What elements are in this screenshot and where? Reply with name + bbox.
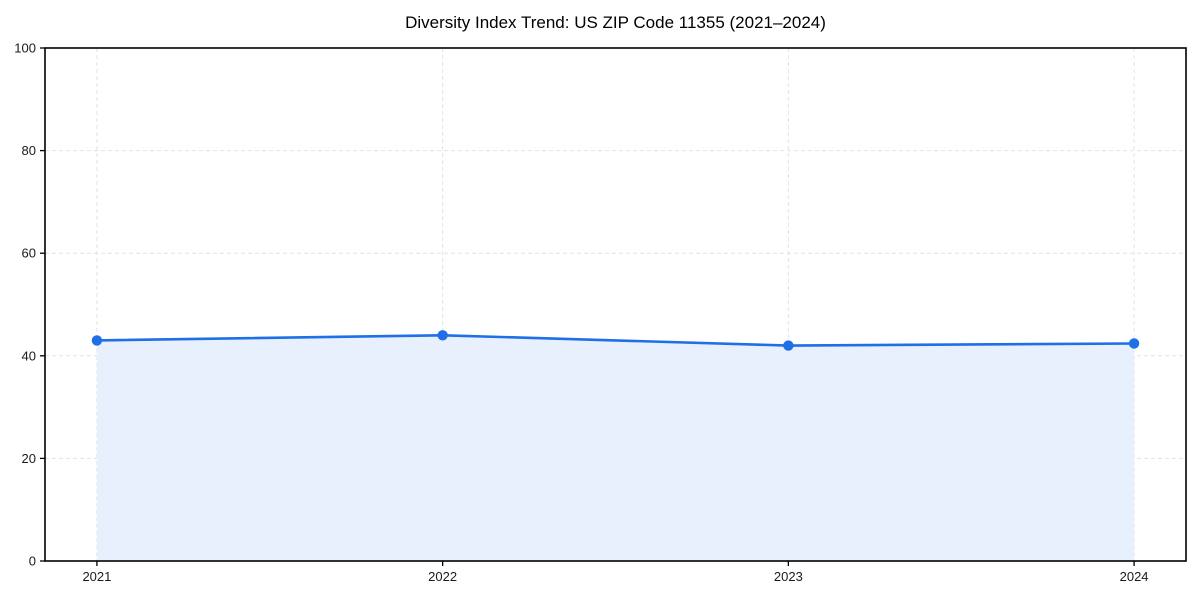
- data-point-2022: [437, 330, 448, 341]
- plot-border: [44, 47, 1187, 562]
- y-tick-label: 0: [29, 554, 36, 569]
- y-tick-label: 60: [22, 246, 36, 261]
- data-point-2021: [91, 335, 103, 346]
- y-tick-label: 100: [14, 41, 36, 56]
- x-tick-label: 2022: [428, 569, 457, 584]
- trend-line: [95, 333, 1136, 347]
- chart-title: Diversity Index Trend: US ZIP Code 11355…: [405, 13, 826, 32]
- y-tick-label: 80: [22, 143, 36, 158]
- y-tick-label: 20: [22, 451, 36, 466]
- data-point-2023: [783, 340, 794, 351]
- x-tick-label: 2021: [82, 569, 111, 584]
- area-fill: [96, 335, 1135, 561]
- x-tick-label: 2023: [774, 569, 803, 584]
- y-tick-label: 40: [22, 348, 36, 363]
- x-tick-label: 2024: [1120, 569, 1149, 584]
- data-point-2024: [1128, 338, 1140, 349]
